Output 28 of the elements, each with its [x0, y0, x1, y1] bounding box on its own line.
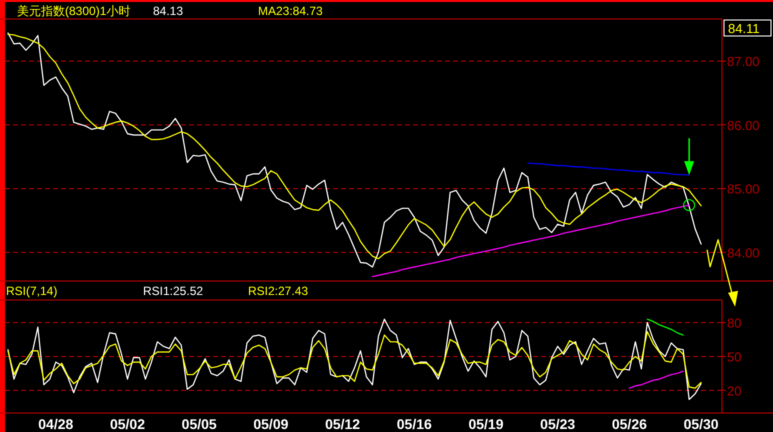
y-tick-label: 50 [727, 350, 742, 364]
line-series [646, 318, 684, 336]
text: RSI2:27.43 [248, 284, 308, 298]
x-tick-label: 05/30 [684, 416, 719, 432]
y-tick-label: 84.00 [727, 245, 760, 260]
y-tick-label: 80 [727, 316, 742, 331]
x-tick-label: 05/26 [612, 416, 648, 432]
chart-title: 美元指数(8300)1小时 [17, 4, 130, 18]
y-tick-label: 86.00 [727, 118, 760, 133]
line-series [7, 318, 702, 400]
text: RSI1:25.52 [143, 284, 204, 298]
text: MA23:84.73 [258, 4, 324, 18]
x-tick-label: 05/09 [253, 416, 289, 432]
x-tick-label: 05/16 [396, 416, 432, 432]
line-series [7, 331, 702, 389]
x-tick-label: 05/05 [182, 416, 217, 432]
y-tick-label: 87.00 [727, 54, 760, 70]
x-tick-label: 05/23 [540, 416, 576, 432]
x-tick-label: 05/19 [468, 416, 504, 432]
x-tick-label: 05/02 [110, 416, 146, 432]
text: 84.13 [153, 4, 184, 18]
x-tick-label: 05/12 [325, 416, 360, 432]
chart-title: RSI(7,14) [6, 284, 58, 298]
y-tick-label: 20 [727, 383, 742, 398]
y-tick-label: 85.00 [727, 182, 760, 197]
x-tick-label: 04/28 [38, 416, 74, 432]
line-series [628, 370, 684, 389]
text: 84.11 [728, 21, 760, 36]
